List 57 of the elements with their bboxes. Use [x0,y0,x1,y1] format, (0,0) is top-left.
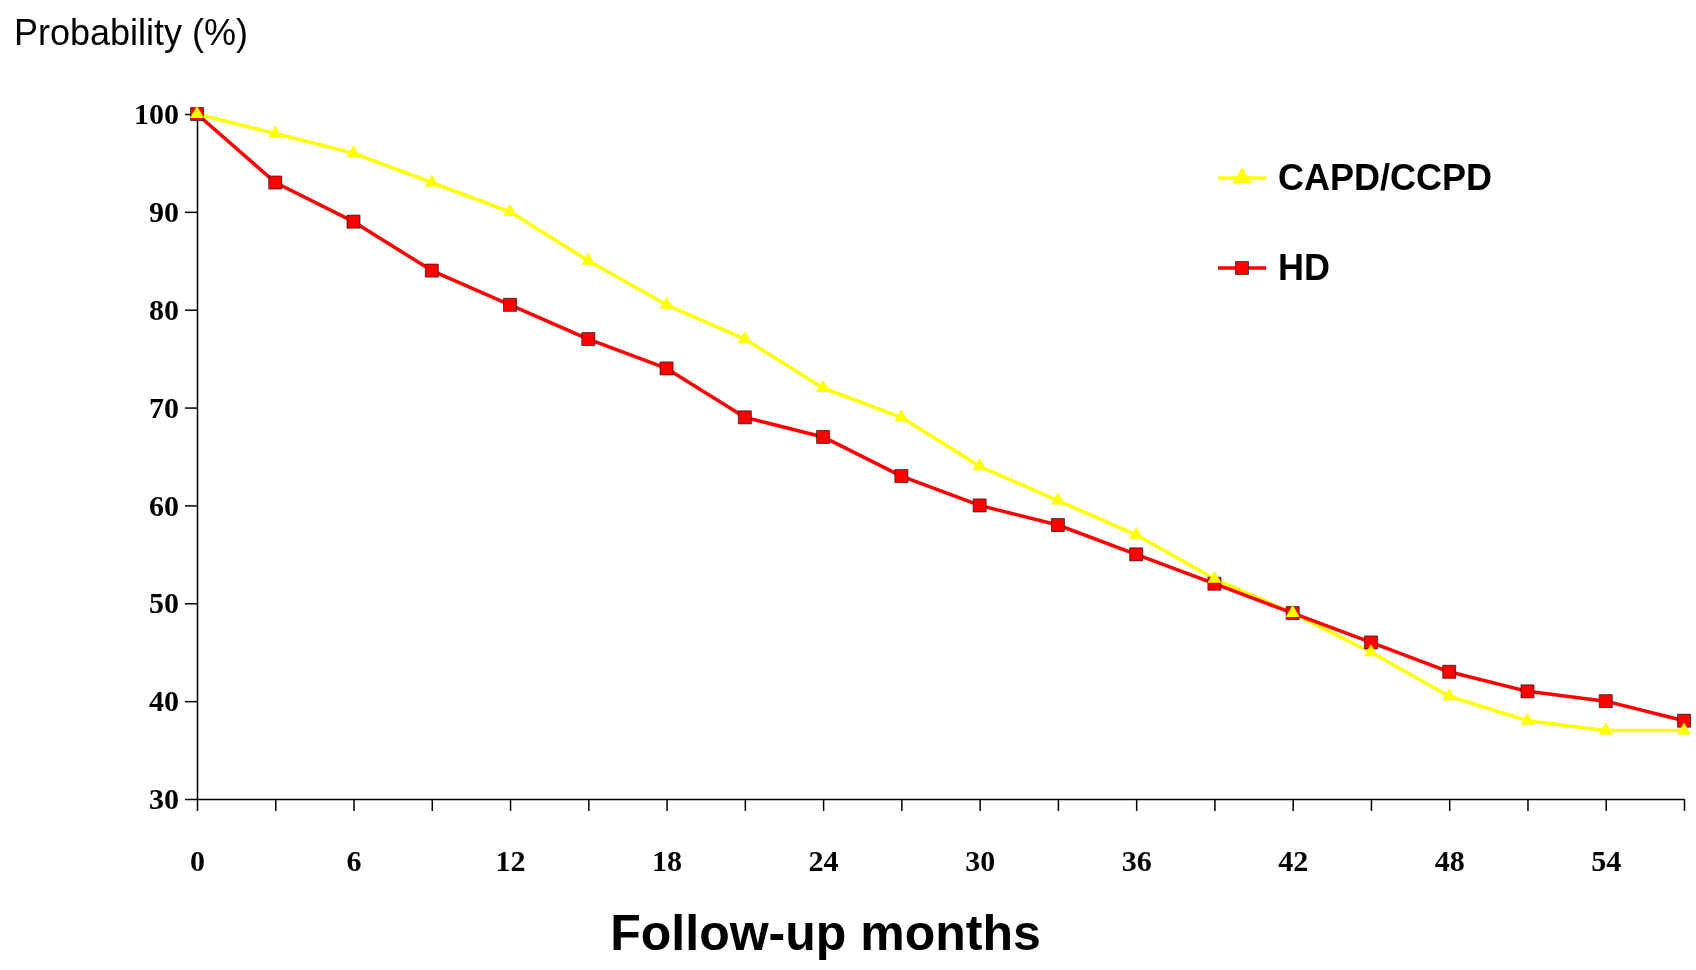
point [1677,722,1692,735]
point [268,175,283,190]
point [1677,713,1691,728]
x-tick-label: 54 [1591,844,1622,877]
x-tick-label: 12 [495,844,526,877]
point [1129,526,1144,539]
point [894,469,909,483]
x-tick-label: 36 [1121,844,1152,877]
point [1442,688,1457,701]
point [1520,712,1535,725]
point [1598,694,1613,708]
point [737,330,752,344]
legend-label: HD [1278,247,1330,288]
point [1207,570,1222,583]
point [1364,635,1378,650]
y-tick-label: 30 [149,782,179,816]
point [1051,518,1065,532]
point [1129,547,1143,562]
point [659,296,674,309]
point [1363,644,1378,657]
x-tick-label: 6 [346,844,362,877]
y-tick-label: 70 [149,390,179,424]
point [816,430,830,444]
y-tick-label: 50 [149,586,179,620]
y-tick-label: 90 [149,194,179,228]
x-tick-label: 24 [808,844,839,877]
point [816,379,831,393]
point [659,361,674,376]
x-tick-label: 48 [1434,844,1465,877]
y-tick-label: 60 [149,488,179,522]
x-axis-title: Follow-up months [610,905,1041,961]
point [1520,684,1535,699]
point [972,458,987,471]
point [581,252,596,265]
y-tick-label: 100 [134,97,179,131]
y-tick-label: 40 [149,684,179,718]
x-tick-label: 0 [190,844,205,877]
point [503,203,518,216]
point [972,498,987,513]
point [894,409,909,422]
x-tick-label: 42 [1278,844,1309,877]
point [346,145,361,158]
legend-label: CAPD/CCPD [1278,157,1493,198]
point [346,214,361,229]
point [1442,664,1457,679]
point [1598,722,1613,735]
x-tick-label: 30 [965,844,996,877]
y-axis-title: Probability (%) [14,12,249,53]
point [503,298,517,312]
point [581,332,596,346]
point [1050,492,1065,505]
point [424,174,439,187]
point [738,410,752,425]
point [424,263,439,278]
point [268,125,283,138]
x-tick-label: 18 [652,844,683,877]
y-tick-label: 80 [149,292,179,326]
